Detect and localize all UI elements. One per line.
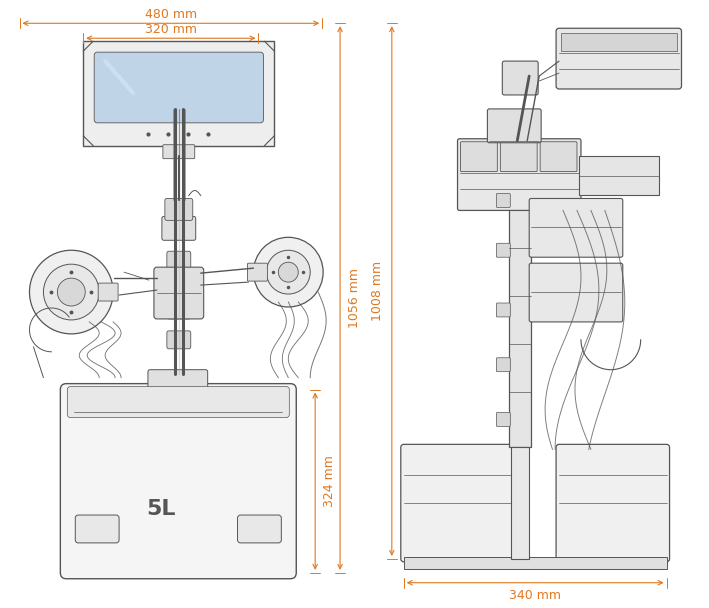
Bar (579, 156, 659, 196)
Text: 320 mm: 320 mm (145, 22, 197, 36)
Bar (403, 557, 666, 569)
FancyBboxPatch shape (496, 358, 510, 371)
FancyBboxPatch shape (496, 303, 510, 317)
Bar (511, 447, 529, 559)
Text: 340 mm: 340 mm (509, 589, 561, 602)
FancyBboxPatch shape (148, 370, 208, 393)
FancyBboxPatch shape (60, 384, 296, 579)
FancyBboxPatch shape (167, 276, 191, 294)
Bar (509, 201, 531, 447)
Text: 480 mm: 480 mm (145, 8, 197, 21)
FancyBboxPatch shape (238, 515, 281, 543)
FancyBboxPatch shape (67, 387, 289, 418)
FancyBboxPatch shape (496, 243, 510, 257)
Text: 1056 mm: 1056 mm (347, 268, 360, 328)
FancyBboxPatch shape (154, 267, 203, 319)
FancyBboxPatch shape (75, 515, 119, 543)
Circle shape (57, 278, 85, 306)
Circle shape (279, 262, 298, 282)
Text: 1008 mm: 1008 mm (372, 261, 384, 321)
FancyBboxPatch shape (167, 251, 191, 269)
FancyBboxPatch shape (496, 193, 510, 207)
FancyBboxPatch shape (556, 28, 681, 89)
FancyBboxPatch shape (94, 52, 264, 123)
FancyBboxPatch shape (501, 142, 537, 171)
FancyBboxPatch shape (457, 139, 581, 210)
FancyBboxPatch shape (98, 283, 118, 301)
FancyBboxPatch shape (247, 263, 267, 281)
FancyBboxPatch shape (163, 145, 195, 159)
Circle shape (30, 250, 113, 334)
FancyBboxPatch shape (529, 263, 623, 322)
FancyBboxPatch shape (502, 61, 538, 95)
Text: 5L: 5L (146, 499, 176, 519)
Bar (561, 33, 676, 51)
Text: 324 mm: 324 mm (323, 455, 335, 507)
FancyBboxPatch shape (167, 331, 191, 349)
FancyBboxPatch shape (556, 444, 669, 562)
Circle shape (43, 264, 99, 320)
FancyBboxPatch shape (529, 198, 623, 257)
FancyBboxPatch shape (167, 301, 191, 319)
FancyBboxPatch shape (401, 444, 514, 562)
FancyBboxPatch shape (162, 216, 196, 240)
FancyBboxPatch shape (165, 198, 193, 220)
FancyBboxPatch shape (487, 109, 541, 143)
FancyBboxPatch shape (461, 142, 497, 171)
FancyBboxPatch shape (496, 412, 510, 426)
Circle shape (267, 250, 311, 294)
Bar (83, 41, 274, 146)
FancyBboxPatch shape (540, 142, 577, 171)
Circle shape (253, 237, 323, 307)
